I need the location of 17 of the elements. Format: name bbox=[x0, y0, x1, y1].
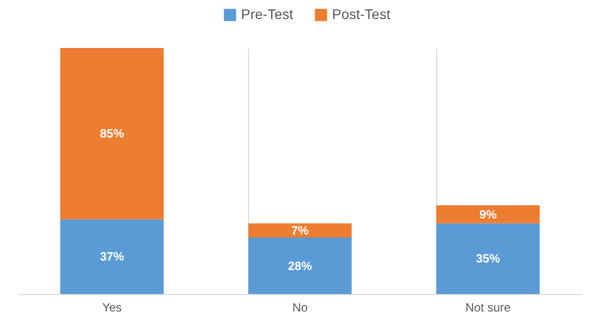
x-tick-label: No bbox=[292, 300, 308, 314]
data-label: 9% bbox=[479, 207, 497, 222]
data-label: 28% bbox=[288, 258, 312, 273]
data-label: 35% bbox=[476, 252, 500, 266]
bar bbox=[436, 205, 540, 224]
bar bbox=[248, 238, 352, 294]
legend-label: Pre-Test bbox=[241, 6, 294, 22]
x-tick-label: Yes bbox=[102, 300, 122, 314]
x-tick-label: Not sure bbox=[465, 300, 511, 314]
bar bbox=[60, 48, 164, 220]
legend-label: Post-Test bbox=[332, 6, 390, 22]
bar bbox=[60, 219, 164, 294]
data-label: 37% bbox=[100, 250, 124, 264]
data-label: 85% bbox=[100, 126, 124, 141]
bar bbox=[436, 223, 540, 294]
data-label: 7% bbox=[291, 223, 309, 238]
bar bbox=[248, 223, 352, 238]
